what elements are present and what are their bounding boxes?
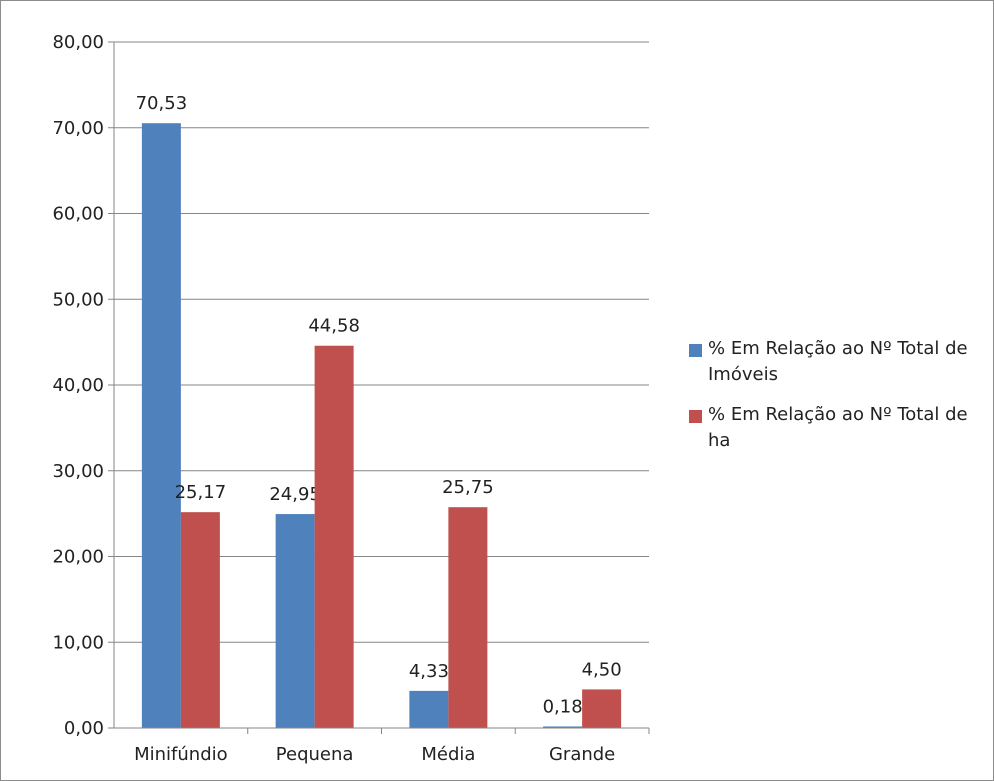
bar xyxy=(448,507,488,728)
x-tick-label: Média xyxy=(421,744,475,765)
bar xyxy=(180,512,220,728)
x-tick-label: Pequena xyxy=(276,744,354,765)
x-tick-label: Grande xyxy=(549,744,615,765)
data-label: 25,17 xyxy=(175,482,227,503)
x-tick-label: Minifúndio xyxy=(134,744,228,765)
data-label: 24,95 xyxy=(269,484,321,505)
legend-swatch-imoveis xyxy=(689,344,702,357)
bar xyxy=(543,726,583,728)
y-tick-label: 30,00 xyxy=(52,461,104,482)
legend-label-imoveis: % Em Relação ao Nº Total de Imóveis xyxy=(708,338,968,385)
legend-item-imoveis: % Em Relação ao Nº Total de Imóveis xyxy=(689,336,989,388)
y-tick-label: 0,00 xyxy=(64,718,104,739)
y-tick-label: 80,00 xyxy=(52,32,104,53)
data-label: 0,18 xyxy=(543,696,583,717)
legend-swatch-ha xyxy=(689,410,702,423)
legend: % Em Relação ao Nº Total de Imóveis % Em… xyxy=(689,336,989,468)
legend-item-ha: % Em Relação ao Nº Total de ha xyxy=(689,402,989,454)
legend-label-ha: % Em Relação ao Nº Total de ha xyxy=(708,404,968,451)
data-label: 4,33 xyxy=(409,661,449,682)
bar xyxy=(409,690,449,728)
bar xyxy=(275,514,315,728)
bar xyxy=(582,689,622,728)
y-tick-label: 60,00 xyxy=(52,204,104,225)
y-tick-label: 40,00 xyxy=(52,375,104,396)
bar xyxy=(314,345,354,728)
plot-area: 0,00 10,00 20,00 30,00 40,00 50,00 60,00 70,00 8… xyxy=(52,32,650,765)
y-tick-label: 70,00 xyxy=(52,118,104,139)
y-tick-label: 10,00 xyxy=(52,632,104,653)
y-tick-label: 50,00 xyxy=(52,289,104,310)
data-label: 4,50 xyxy=(582,659,622,680)
y-tick-label: 20,00 xyxy=(52,547,104,568)
data-label: 44,58 xyxy=(308,316,360,337)
data-label: 25,75 xyxy=(442,477,494,498)
data-label: 70,53 xyxy=(136,93,188,114)
bar xyxy=(141,123,181,728)
